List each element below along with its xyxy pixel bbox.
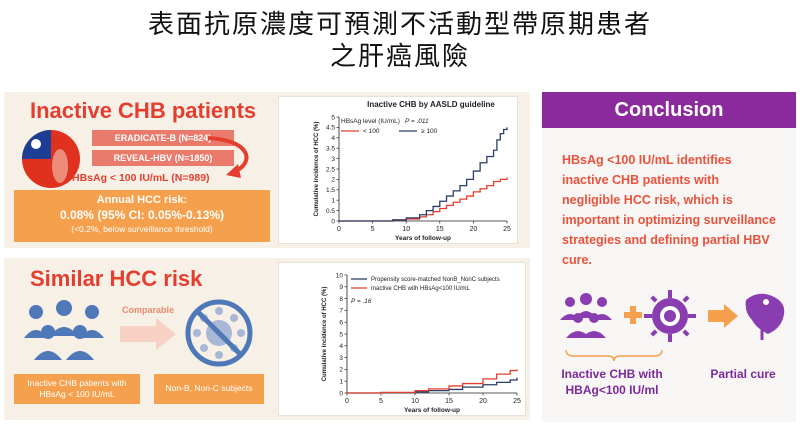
comparable-label: Comparable (122, 305, 175, 315)
threshold-label: HBsAg < 100 IU/mL (N=989) (72, 172, 210, 184)
y-tick-label: 2 (331, 177, 335, 184)
p-value: P = .16 (351, 298, 372, 305)
inactive-chb-panel: Inactive CHB patients ERADICATE-B (N=824… (4, 92, 530, 248)
conclusion-heading: Conclusion (542, 92, 796, 128)
y-tick-label: 2.5 (326, 166, 335, 173)
annual-risk-box: Annual HCC risk: 0.08% (95% CI: 0.05%-0.… (14, 190, 270, 242)
x-tick-label: 5 (379, 398, 383, 405)
y-tick-label: 0.5 (326, 208, 335, 215)
y-tick-label: 7 (339, 308, 343, 315)
y-tick-label: 4 (339, 343, 343, 350)
y-tick-label: 4 (331, 135, 335, 142)
annual-risk-value: 0.08% (95% CI: 0.05%-0.13%) (59, 208, 225, 222)
cohort-reveal-hbv: REVEAL-HBV (N=1850) (92, 150, 234, 166)
conclusion-icon-row (560, 290, 785, 342)
x-tick-label: 15 (436, 226, 444, 233)
series-line-1 (347, 377, 518, 394)
y-tick-label: 2 (339, 367, 343, 374)
x-tick-label: 25 (513, 398, 521, 405)
partial-cure-label: Partial cure (710, 367, 776, 381)
y-tick-label: 0 (331, 218, 335, 225)
similar-heading: Similar HCC risk (30, 266, 203, 291)
inactive-heading: Inactive CHB patients (30, 98, 257, 123)
y-tick-label: 4.5 (326, 125, 335, 132)
x-tick-label: 10 (411, 398, 419, 405)
page-title-line2: 之肝癌風險 (329, 42, 470, 72)
y-tick-label: 5 (339, 331, 343, 338)
y-tick-label: 3 (339, 355, 343, 362)
virus-icon (644, 290, 696, 342)
series-line-1 (339, 177, 508, 222)
taiwan-map-flag-icon (22, 130, 80, 188)
conclusion-panel: Conclusion HBsAg <100 IU/mL identifies i… (542, 92, 796, 422)
y-tick-label: 1 (331, 198, 335, 205)
x-tick-label: 0 (337, 226, 341, 233)
virus-crossed-icon (185, 299, 253, 367)
x-tick-label: 10 (402, 226, 410, 233)
y-tick-label: 6 (339, 320, 343, 327)
annual-risk-note: (<0.2%, below surveillance threshold) (71, 224, 213, 234)
cohort-eradicate-b: ERADICATE-B (N=824) (92, 130, 234, 146)
arrow-right-icon (708, 304, 738, 328)
curved-arrow-icon (207, 136, 249, 178)
x-axis-label: Years of follow-up (404, 407, 460, 414)
y-tick-label: 1.5 (326, 187, 335, 194)
legend-title: HBsAg level (IU/mL) (341, 118, 400, 125)
people-group-icon (560, 293, 612, 338)
y-tick-label: 5 (331, 114, 335, 121)
legend-label-1: < 100 (363, 128, 380, 135)
y-tick-label: 10 (336, 272, 344, 279)
x-tick-label: 25 (503, 226, 511, 233)
legend-label-1: Propensity score-matched NonB_NonC subje… (371, 277, 500, 283)
y-tick-label: 9 (339, 284, 343, 291)
conclusion-text: HBsAg <100 IU/mL identifies inactive CHB… (562, 153, 776, 267)
chart-propensity-svg: 0 5 10 15 20 25 0 1 2 3 4 5 6 7 8 9 10 Years of follow-up… (322, 272, 521, 414)
similar-risk-panel: Similar HCC risk Comparable Inactive CHB… (4, 258, 530, 420)
y-tick-label: 0 (339, 390, 343, 397)
series-line-2 (339, 127, 508, 222)
annual-risk-title: Annual HCC risk: (96, 194, 188, 206)
inactive-chb-label: Inactive CHB with HBAg<100 IU/ml (561, 367, 663, 397)
people-group-icon (24, 300, 104, 360)
y-tick-label: 8 (339, 296, 343, 303)
page-title-line1: 表面抗原濃度可預測不活動型帶原期患者 (147, 10, 652, 40)
legend-label-2: Inactive CHB with HBsAg<100 IU/mL (371, 286, 471, 292)
x-axis-label: Years of follow-up (395, 235, 451, 242)
liver-icon (745, 293, 785, 340)
group-nonb-nonc-label: Non-B, Non-C subjects (154, 374, 264, 404)
y-axis-label: Cumulative incidence of HCC (%) (322, 287, 328, 382)
x-tick-label: 20 (479, 398, 487, 405)
x-tick-label: 20 (470, 226, 478, 233)
legend-label-2: ≥ 100 (421, 128, 438, 135)
series-line-2 (347, 369, 518, 394)
chart-aasld: Inactive CHB by AASLD guideline 0 5 10 15 20 2… (278, 96, 518, 244)
y-tick-label: 1 (339, 379, 343, 386)
chart-title: Inactive CHB by AASLD guideline (367, 100, 495, 109)
x-tick-label: 5 (371, 226, 375, 233)
plus-icon (624, 306, 642, 324)
group-inactive-label: Inactive CHB patients with HBsAg < 100 I… (14, 374, 140, 404)
chart-propensity: 0 5 10 15 20 25 0 1 2 3 4 5 6 7 8 9 10 Years of follow-up… (278, 262, 526, 416)
p-value: P = .011 (405, 118, 429, 125)
y-tick-label: 3 (331, 156, 335, 163)
y-tick-label: 3.5 (326, 146, 335, 153)
x-tick-label: 15 (445, 398, 453, 405)
brace-icon (565, 349, 663, 362)
y-axis-label: Cumulative incidence of HCC (%) (314, 122, 320, 217)
x-tick-label: 0 (345, 398, 349, 405)
arrow-right-icon (120, 318, 176, 350)
